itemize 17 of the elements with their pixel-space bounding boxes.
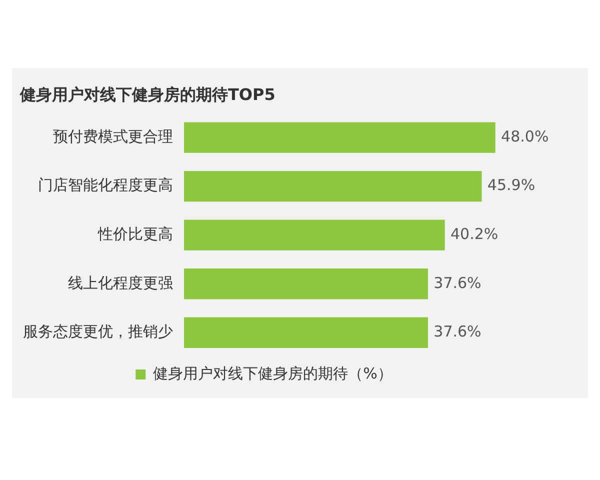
bar xyxy=(184,171,482,202)
chart-title: 健身用户对线下健身房的期待TOP5 xyxy=(19,84,276,104)
data-label: 45.9% xyxy=(487,176,536,194)
y-tick-label: 服务态度更优，推销少 xyxy=(23,322,173,341)
y-tick-label: 预付费模式更合理 xyxy=(53,127,173,146)
bar xyxy=(184,220,445,250)
bar xyxy=(184,122,496,153)
y-tick-label: 门店智能化程度更高 xyxy=(38,176,173,194)
y-tick-label: 性价比更高 xyxy=(97,224,173,243)
bar xyxy=(184,268,428,300)
data-label: 37.6% xyxy=(434,274,482,292)
data-label: 48.0% xyxy=(501,127,549,146)
bar xyxy=(184,317,428,348)
data-label: 40.2% xyxy=(450,224,498,243)
data-label: 37.6% xyxy=(434,322,482,341)
legend-label: 健身用户对线下健身房的期待（%） xyxy=(153,364,392,382)
y-tick-label: 线上化程度更强 xyxy=(68,274,173,292)
